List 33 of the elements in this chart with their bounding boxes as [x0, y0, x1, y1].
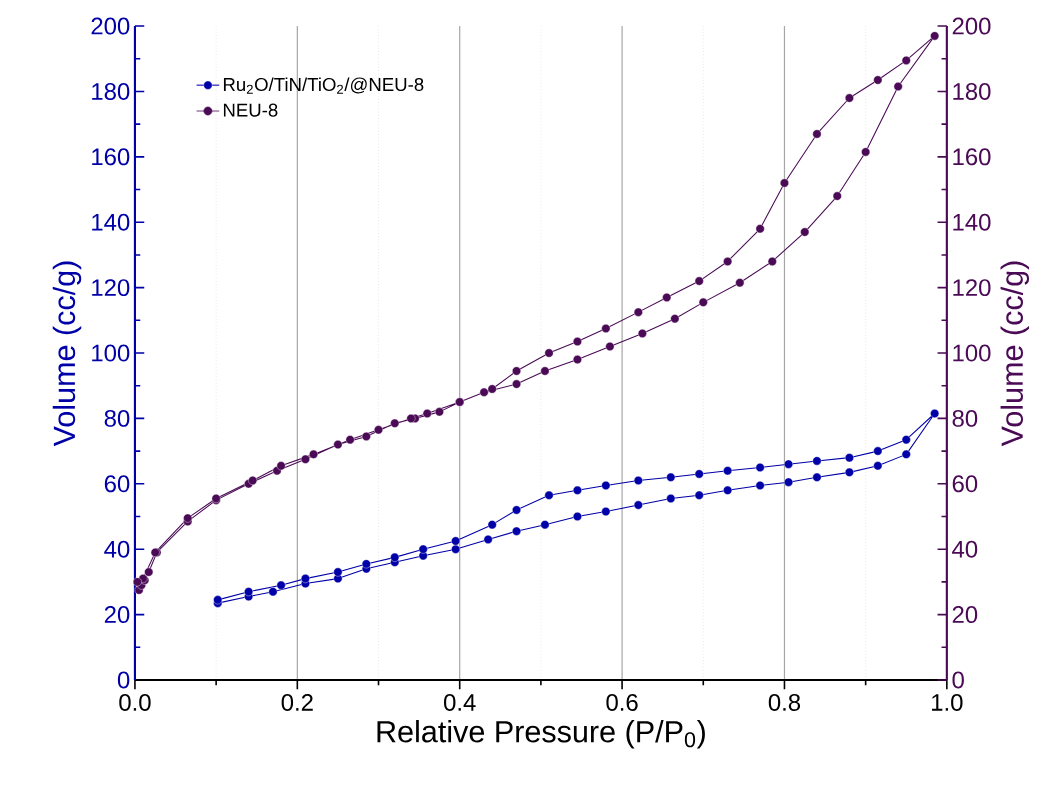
- y-tick-label: 40: [104, 540, 130, 558]
- y2-tick-label: 180: [953, 83, 991, 100]
- y-axis-title: Volume (cc/g): [52, 261, 82, 447]
- y-tick-label: 180: [92, 83, 130, 100]
- y-tick-label: 0: [117, 671, 130, 689]
- legend-label: NEU-8: [223, 103, 278, 117]
- y-tick-label: 100: [92, 344, 130, 362]
- y2-axis-title: Volume (cc/g): [1000, 261, 1030, 447]
- y2-tick-label: 80: [952, 409, 978, 427]
- y2-tick-label: 40: [952, 540, 978, 558]
- y2-tick-label: 120: [953, 279, 991, 297]
- y2-tick-label: 160: [953, 148, 991, 166]
- x-tick-label: 0.0: [119, 693, 151, 711]
- x-axis-title: Relative Pressure (P/P$_{0}$): [377, 720, 705, 749]
- y-tick-label: 20: [104, 606, 130, 624]
- x-tick-label: 0.8: [768, 693, 801, 711]
- y-tick-label: 200: [91, 17, 130, 35]
- x-tick-label: 0.2: [281, 693, 313, 711]
- y2-tick-label: 0: [952, 671, 964, 689]
- y-tick-label: 140: [92, 213, 130, 231]
- y-tick-label: 80: [104, 409, 130, 427]
- x-tick-label: 1.0: [932, 693, 963, 711]
- y2-tick-label: 60: [952, 475, 978, 493]
- y2-tick-label: 100: [953, 344, 991, 362]
- y-tick-label: 120: [92, 279, 130, 297]
- x-tick-label: 0.4: [444, 693, 476, 711]
- y-tick-label: 160: [92, 148, 130, 166]
- y2-tick-label: 200: [952, 17, 991, 35]
- x-tick-label: 0.6: [606, 693, 638, 711]
- y2-tick-label: 140: [953, 213, 991, 231]
- y2-tick-label: 20: [952, 606, 978, 624]
- legend-label: Ru$_{2}$O/TiN/TiO$_{2}$/@NEU-8: [223, 77, 424, 94]
- y-tick-label: 60: [104, 475, 130, 493]
